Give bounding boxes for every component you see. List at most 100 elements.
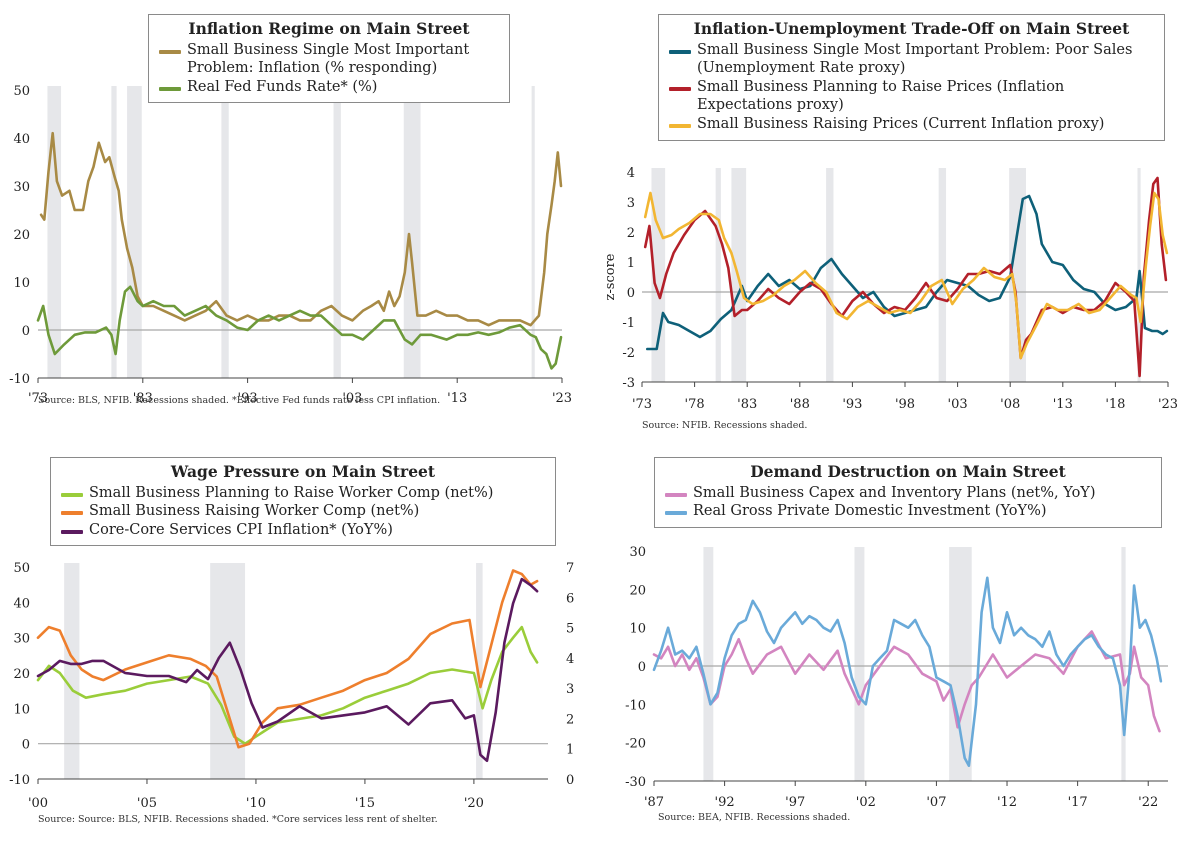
legend-item-inflation-problem: Small Business Single Most Important Pro…: [159, 41, 499, 78]
y-tick-label: -30: [625, 775, 646, 790]
legend-item-planning-raise-prices: Small Business Planning to Raise Prices …: [669, 78, 1154, 115]
legend-label: Real Gross Private Domestic Investment (…: [693, 503, 1047, 520]
x-tick-label: '07: [926, 795, 946, 810]
x-tick-label: '78: [685, 397, 705, 412]
y-tick-label: 50: [13, 561, 30, 576]
x-tick-label: '13: [1053, 397, 1073, 412]
legend-label: Small Business Capex and Inventory Plans…: [693, 484, 1096, 501]
legend-demand-destruction: Demand Destruction on Main Street Small …: [654, 457, 1162, 528]
legend-swatch: [669, 86, 691, 91]
y2-tick-label: 6: [566, 591, 574, 606]
legend-swatch: [669, 49, 691, 54]
legend-item-planning-worker-comp: Small Business Planning to Raise Worker …: [61, 484, 545, 503]
recession-band: [221, 86, 229, 378]
x-tick-label: '87: [644, 795, 664, 810]
x-tick-label: '15: [355, 796, 375, 811]
y-tick-label: 4: [627, 166, 635, 181]
x-tick-label: '92: [715, 795, 735, 810]
recession-bands: [64, 563, 483, 779]
source-note: Source: Source: BLS, NFIB. Recessions sh…: [38, 814, 438, 825]
series-line-1: [36, 569, 539, 749]
recession-bands: [703, 547, 1126, 781]
x-tick-label: '93: [842, 397, 862, 412]
x-tick-label: '12: [997, 795, 1017, 810]
y-tick-label: 0: [22, 738, 30, 753]
x-tick-label: '88: [790, 397, 810, 412]
panel-demand-destruction: -30 -20 -10 0 10 20 30 '87 '92 '97 '02 '07 '12 '17 '22…: [600, 421, 1200, 842]
legend-swatch: [665, 511, 687, 516]
y-tick-label: -20: [625, 737, 646, 752]
legend-wage-pressure: Wage Pressure on Main Street Small Busin…: [50, 457, 556, 547]
x-tick-label: '17: [1068, 795, 1088, 810]
y2-tick-label: 5: [566, 622, 574, 637]
source-note: Source: NFIB. Recessions shaded.: [642, 420, 808, 431]
y-tick-label: 10: [13, 702, 30, 717]
chart-title: Wage Pressure on Main Street: [170, 462, 436, 481]
legend-item-capex-inventory: Small Business Capex and Inventory Plans…: [665, 484, 1151, 503]
y-tick-label: 40: [13, 132, 30, 147]
x-tick-label: '00: [28, 796, 48, 811]
panel-inflation-unemployment: -3 -2 -1 0 1 2 3 4 '73 '78 '83 '88 '93 '98 '03 '08 '13 '1…: [600, 0, 1200, 431]
y2-tick-label: 0: [566, 773, 574, 788]
recession-band: [64, 563, 80, 779]
recession-band: [403, 86, 421, 378]
legend-item-core-core-cpi: Core-Core Services CPI Inflation* (YoY%): [61, 521, 545, 540]
y-tick-label: -1: [622, 316, 635, 331]
x-tick-label: '97: [785, 795, 805, 810]
y2-tick-label: 3: [566, 682, 574, 697]
y-tick-label: 2: [627, 226, 635, 241]
y2-tick-label: 1: [566, 743, 574, 758]
recession-bands: [47, 86, 535, 378]
y-axis-label: z-score: [603, 253, 618, 300]
x-tick-label: '10: [246, 796, 266, 811]
y-tick-label: 1: [627, 256, 635, 271]
series-line-1: [36, 285, 563, 370]
y-tick-label: 0: [22, 324, 30, 339]
x-tick-label: '08: [1000, 397, 1020, 412]
y-tick-label: -10: [9, 773, 30, 788]
recession-band: [476, 563, 483, 779]
panel-inflation-regime: -10 0 10 20 30 40 50 '73 '83 '93 '03 '13 '23 Inflati…: [0, 0, 600, 421]
source-note: Source: BEA, NFIB. Recessions shaded.: [658, 812, 851, 823]
y-tick-label: 20: [13, 667, 30, 682]
series-line-2: [36, 577, 539, 763]
x-tick-label: '05: [137, 796, 157, 811]
recession-band: [703, 547, 714, 781]
legend-inflation-unemployment: Inflation-Unemployment Trade-Off on Main…: [658, 14, 1165, 141]
series-line-2: [643, 191, 1169, 360]
y-tick-label: 30: [13, 632, 30, 647]
y2-tick-label: 7: [566, 561, 574, 576]
recession-band: [1009, 168, 1026, 382]
recession-band: [715, 168, 721, 382]
legend-swatch: [61, 492, 83, 497]
x-tick-label: '73: [632, 397, 652, 412]
series-line-0: [39, 131, 563, 327]
legend-swatch: [159, 49, 181, 54]
chart-title: Inflation-Unemployment Trade-Off on Main…: [693, 19, 1130, 38]
legend-label: Core-Core Services CPI Inflation* (YoY%): [89, 521, 393, 538]
recession-band: [1121, 547, 1126, 781]
y-tick-label: -10: [9, 372, 30, 387]
x-tick-label: '83: [737, 397, 757, 412]
y-tick-label: 0: [627, 286, 635, 301]
legend-inflation-regime: Inflation Regime on Main Street Small Bu…: [148, 14, 510, 104]
recession-band: [210, 563, 246, 779]
x-tick-label: '73: [28, 391, 48, 406]
y-tick-label: 3: [627, 196, 635, 211]
recession-band: [531, 86, 535, 378]
legend-item-raising-prices: Small Business Raising Prices (Current I…: [669, 115, 1154, 134]
recession-band: [949, 547, 972, 781]
recession-band: [854, 547, 865, 781]
series-line-1: [643, 176, 1168, 378]
y-tick-label: -3: [622, 376, 635, 391]
y-tick-label: 20: [13, 228, 30, 243]
x-tick-label: '20: [464, 796, 484, 811]
source-note: Source: BLS, NFIB. Recessions shaded. *E…: [38, 395, 441, 406]
legend-swatch: [61, 529, 83, 534]
chart-inflation-unemployment: -3 -2 -1 0 1 2 3 4 '73 '78 '83 '88 '93 '98 '03 '08 '13 '1…: [603, 166, 1178, 412]
x-tick-label: '98: [895, 397, 915, 412]
y2-tick-label: 2: [566, 712, 574, 727]
legend-label: Small Business Single Most Important Pro…: [697, 41, 1133, 77]
legend-swatch: [61, 511, 83, 516]
x-tick-label: '93: [238, 391, 258, 406]
